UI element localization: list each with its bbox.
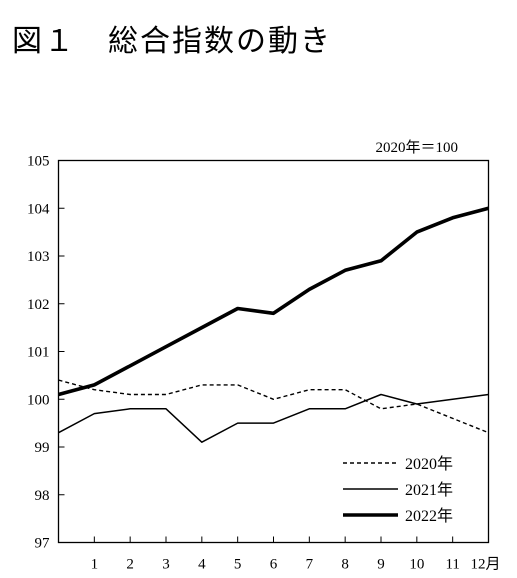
x-tick-label: 7 [306,557,314,573]
series-line-2020年 [58,379,489,434]
x-tick-label: 2 [126,557,134,573]
x-tick-label: 4 [198,557,206,573]
legend-label: 2021年 [405,481,453,499]
legend-label: 2020年 [405,455,453,473]
y-tick-label: 104 [27,201,50,217]
y-axis: 97 98 99 100 101 102 103 104 105 [27,154,65,552]
x-tick-label: 3 [162,557,170,573]
series-line-2022年 [58,206,489,397]
figure-title: 図１ 総合指数の動き [12,24,332,59]
y-tick-label: 99 [35,440,50,456]
y-tick-label: 100 [27,392,50,408]
y-tick-label: 105 [27,154,50,170]
series-line-2021年 [58,393,489,443]
y-tick-label: 102 [27,297,50,313]
x-axis: 1 2 3 4 5 6 7 8 9 10 11 12月 [91,536,501,573]
x-tick-label: 6 [270,557,278,573]
y-tick-label: 98 [35,488,50,504]
series-lines [58,206,489,443]
legend-label: 2022年 [405,507,453,525]
x-tick-label: 12月 [470,557,500,573]
x-tick-label: 5 [234,557,242,573]
x-tick-label: 8 [341,557,349,573]
x-tick-label: 10 [409,557,424,573]
x-tick-label: 11 [445,557,459,573]
y-tick-label: 103 [27,249,50,265]
legend: 2020年 2021年 2022年 [343,455,453,525]
unit-note: 2020年＝100 [375,139,458,156]
x-tick-label: 9 [377,557,385,573]
y-tick-label: 101 [27,345,50,361]
y-tick-label: 97 [35,536,51,552]
x-tick-label: 1 [91,557,99,573]
